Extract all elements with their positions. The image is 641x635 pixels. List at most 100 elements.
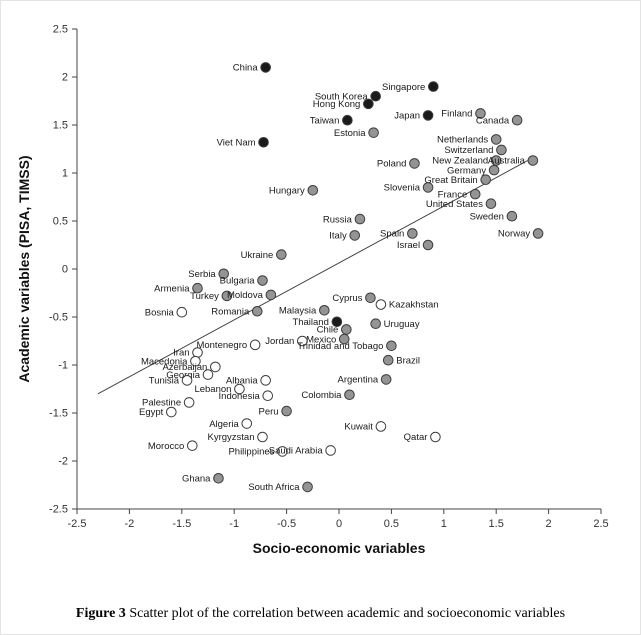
point-label: Singapore	[382, 82, 425, 93]
data-point	[251, 305, 263, 317]
point-label: Kazakhstan	[389, 300, 439, 311]
data-point	[192, 282, 203, 294]
point-label: Malaysia	[279, 305, 317, 316]
point-label: Serbia	[188, 269, 216, 280]
point-label: Viet Nam	[217, 137, 256, 148]
point-label: Estonia	[334, 128, 366, 139]
y-axis-label: Academic variables (PISA, TIMSS)	[16, 155, 32, 382]
y-tick-label: 2	[62, 72, 68, 84]
x-tick-label: -1	[229, 518, 239, 530]
data-point	[349, 230, 361, 241]
point-label: Hungary	[269, 185, 305, 196]
point-label: New Zealand	[432, 156, 488, 167]
point-label: Turkey	[190, 291, 219, 302]
data-point	[341, 324, 352, 335]
data-point	[480, 174, 492, 186]
data-point	[469, 188, 481, 200]
data-point	[511, 114, 523, 126]
data-point	[409, 158, 420, 169]
data-point	[257, 275, 268, 286]
point-label: Morocco	[148, 441, 184, 452]
point-label: Spain	[380, 229, 404, 240]
data-point	[422, 239, 434, 251]
point-label: Finland	[441, 109, 472, 120]
point-label: Georgia	[166, 370, 201, 381]
data-point	[370, 90, 381, 102]
point-label: Sweden	[470, 211, 504, 222]
x-tick-label: 1.5	[489, 518, 504, 530]
data-point	[428, 81, 439, 92]
data-point	[380, 374, 392, 385]
data-point	[190, 355, 201, 367]
point-label: Thailand	[292, 317, 328, 328]
x-tick-label: 2	[546, 518, 552, 530]
data-point	[363, 98, 374, 110]
point-label: Italy	[329, 231, 347, 242]
point-label: Iran	[173, 348, 189, 359]
data-point	[344, 389, 355, 401]
point-label: South Africa	[248, 482, 300, 493]
data-point	[422, 110, 434, 121]
data-point	[527, 155, 539, 166]
point-label: Norway	[498, 229, 530, 240]
point-label: Hong Kong	[313, 99, 361, 110]
data-point	[166, 406, 177, 418]
data-point	[277, 446, 288, 457]
data-point	[260, 375, 271, 386]
data-point	[532, 228, 544, 239]
x-tick-label: 0	[336, 518, 342, 530]
data-point	[375, 421, 387, 432]
point-label: Bosnia	[145, 307, 175, 318]
x-tick-label: -1.5	[172, 518, 191, 530]
point-label: France	[438, 189, 468, 200]
data-point	[506, 210, 518, 222]
point-label: Qatar	[404, 432, 428, 443]
point-label: Albania	[226, 376, 258, 387]
point-label: Egypt	[139, 407, 164, 418]
point-label: Montenegro	[196, 340, 247, 351]
point-label: Romania	[211, 306, 250, 317]
point-label: Argentina	[337, 375, 378, 386]
data-point	[281, 405, 292, 417]
y-tick-label: -2.5	[49, 504, 68, 516]
data-point	[382, 354, 394, 366]
point-label: Peru	[259, 406, 279, 417]
data-point	[422, 182, 434, 193]
y-tick-label: -2	[58, 456, 68, 468]
point-label: Chile	[317, 325, 339, 336]
point-label: Kyrgyzstan	[207, 432, 254, 443]
data-point	[325, 445, 336, 456]
data-point	[375, 299, 387, 310]
data-point	[257, 431, 268, 443]
y-tick-label: 0.5	[53, 216, 68, 228]
data-point	[386, 340, 397, 352]
point-label: South Korea	[315, 91, 369, 102]
x-tick-label: -2	[125, 518, 135, 530]
y-tick-label: 1	[62, 168, 68, 180]
figure-caption-text: Scatter plot of the correlation between …	[125, 606, 566, 621]
point-label: United States	[426, 199, 483, 210]
figure-caption-label: Figure 3	[75, 606, 126, 621]
data-point	[181, 375, 193, 386]
data-point	[218, 268, 230, 280]
point-label: Ghana	[182, 473, 211, 484]
data-point	[307, 184, 319, 196]
point-label: Germany	[447, 165, 486, 176]
data-point	[368, 127, 379, 138]
scatter-plot-svg: -2.5 -2 -1.5 -1 -0.5 0 0.5 1 1.5 2 2.5 2.5 2 1.5 1 0.5 0…	[16, 24, 609, 557]
y-tick-label: 2.5	[53, 24, 68, 36]
x-tick-label: 0.5	[384, 518, 399, 530]
data-point	[192, 347, 203, 358]
point-label: Tunisia	[149, 376, 180, 387]
point-label: Australia	[488, 156, 526, 167]
data-point	[202, 369, 214, 380]
data-point	[490, 134, 502, 145]
data-point	[262, 390, 274, 402]
point-label: Brazil	[396, 355, 420, 366]
point-label: Moldova	[227, 290, 264, 301]
point-label: Switzerland	[444, 145, 493, 156]
x-tick-label: -0.5	[277, 518, 296, 530]
data-point	[496, 144, 507, 156]
point-label: Japan	[394, 111, 420, 122]
